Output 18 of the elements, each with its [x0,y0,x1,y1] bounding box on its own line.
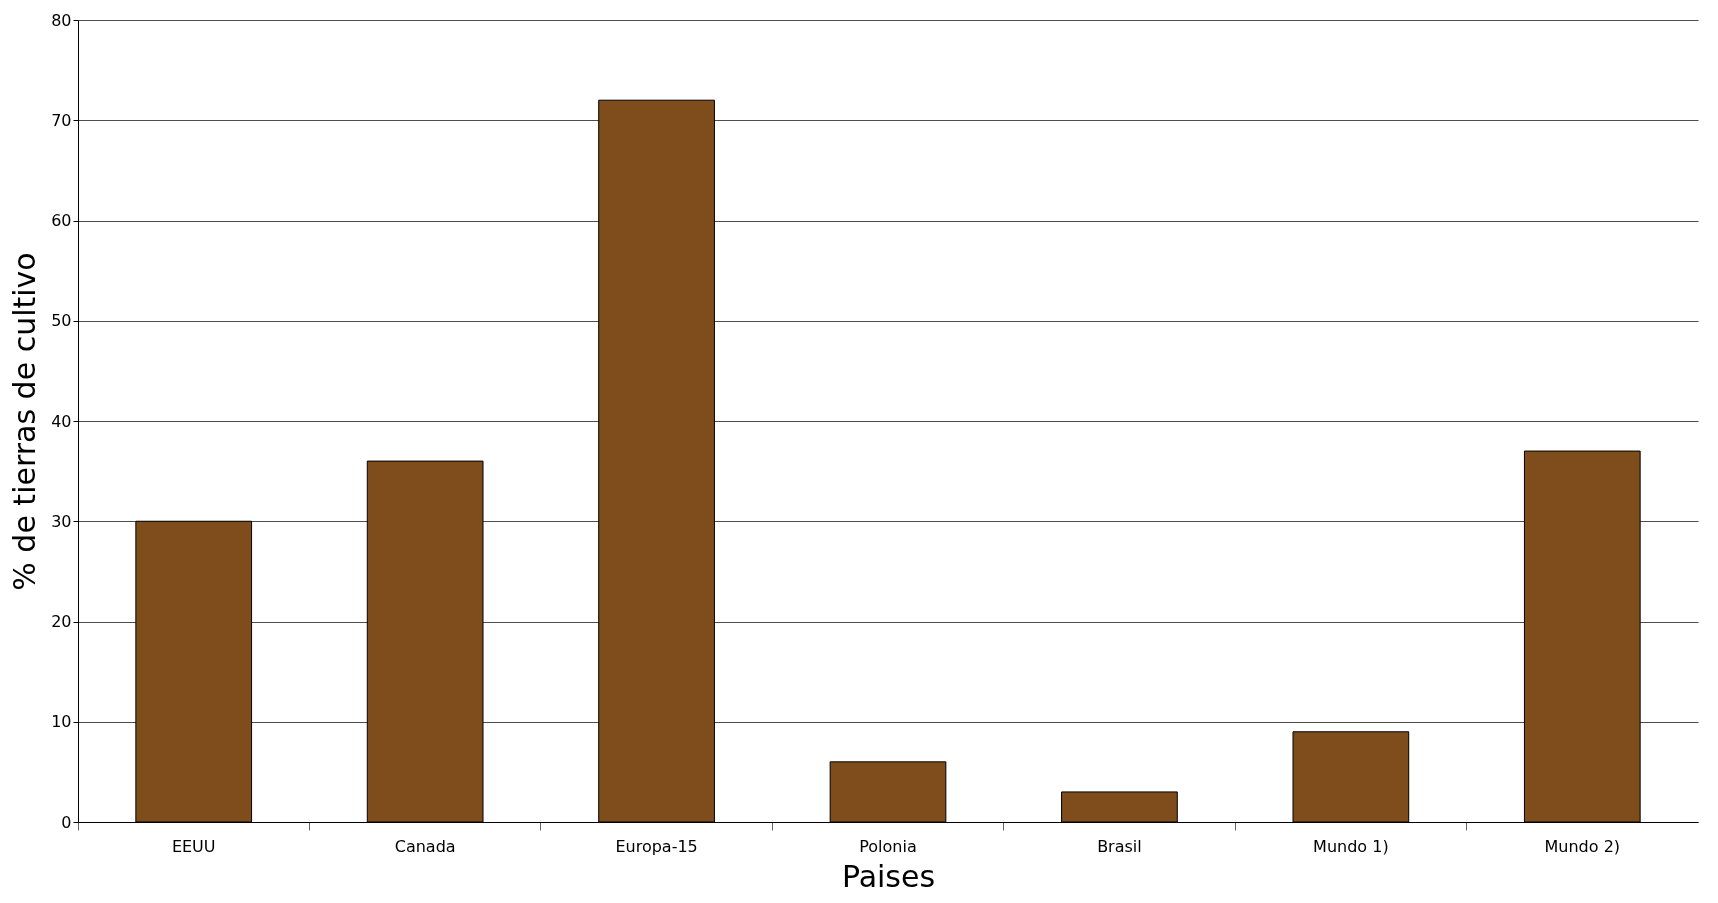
x-tick-label: Brasil [1097,836,1142,856]
y-tick-label: 0 [61,812,72,832]
y-tick-label: 60 [51,211,72,230]
y-tick-label: 30 [51,511,72,531]
y-tick-label: 70 [51,110,72,130]
y-tick-label: 10 [51,712,72,732]
x-tick-label: Mundo 1) [1313,836,1389,856]
x-tick-label: Europa-15 [615,836,698,856]
y-tick-label: 40 [51,411,72,431]
x-tick-label: Polonia [859,836,917,856]
y-axis-title: % de tierras de cultivo [7,252,43,591]
x-axis-title: Paises [841,858,936,894]
x-tick-label: Canada [394,836,456,856]
x-tick-label: EEUU [171,836,216,856]
x-tick-label: Mundo 2) [1544,836,1621,856]
y-tick-label: 20 [51,612,72,631]
y-tick-label: 50 [51,311,72,331]
y-tick-label: 80 [51,10,72,30]
